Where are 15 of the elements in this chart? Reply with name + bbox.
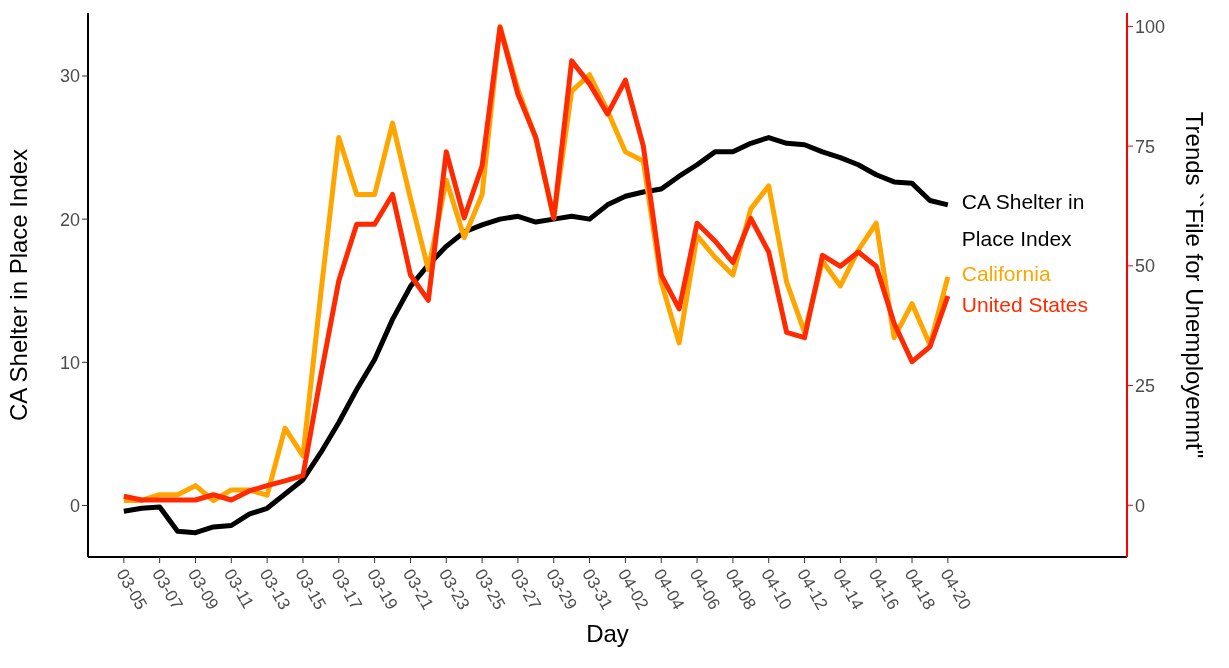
y2-tick-label: 0 bbox=[1135, 495, 1146, 516]
y2-tick-label: 100 bbox=[1135, 16, 1166, 37]
y-tick-label: 10 bbox=[59, 352, 80, 373]
y2-tick-label: 50 bbox=[1135, 256, 1156, 277]
y-tick-label: 20 bbox=[59, 209, 80, 230]
y-tick-label: 0 bbox=[69, 495, 80, 516]
y2-tick-label: 25 bbox=[1135, 375, 1156, 396]
y2-axis-title: Trends ``File for Unemployemnt" bbox=[1181, 111, 1209, 459]
x-axis-title: Day bbox=[586, 620, 629, 647]
series-label: California bbox=[961, 261, 1051, 285]
y-axis-title: CA Shelter in Place Index bbox=[4, 148, 32, 422]
y2-tick-label: 75 bbox=[1135, 136, 1156, 157]
series-label: United States bbox=[961, 292, 1088, 316]
y-tick-label: 30 bbox=[59, 66, 80, 87]
series-label: CA Shelter in Place Index bbox=[961, 189, 1085, 250]
